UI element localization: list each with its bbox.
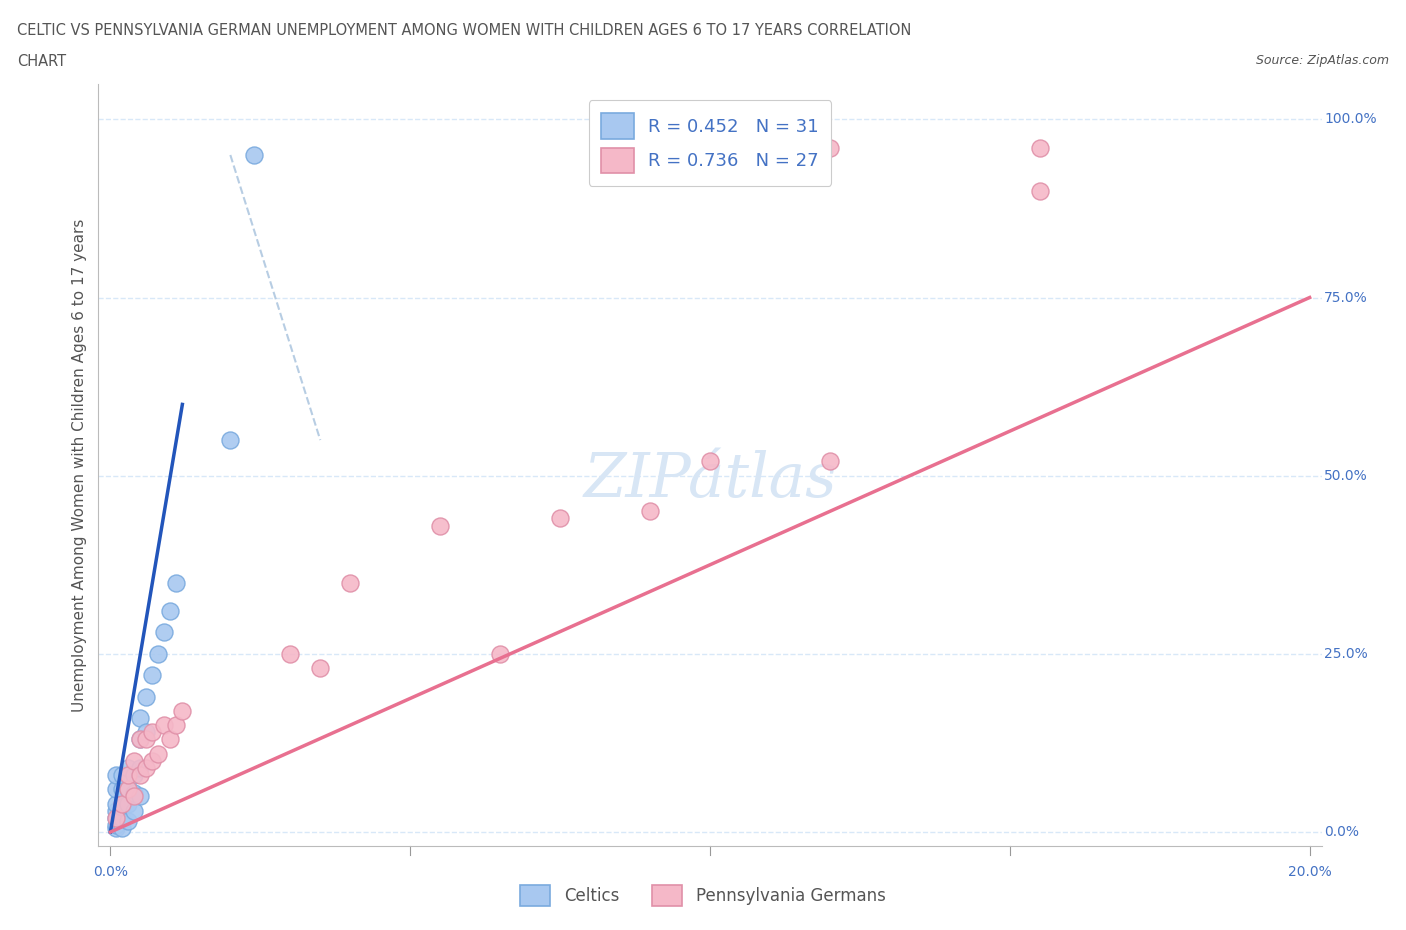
Text: 0.0%: 0.0%	[93, 865, 128, 880]
Point	[818, 454, 841, 469]
Point	[124, 789, 146, 804]
Point	[699, 454, 721, 469]
Point	[243, 148, 266, 163]
Point	[148, 746, 170, 761]
Point	[165, 718, 187, 733]
Text: 20.0%: 20.0%	[1288, 865, 1331, 880]
Text: 100.0%: 100.0%	[1324, 113, 1376, 126]
Point	[105, 782, 128, 797]
Point	[159, 732, 181, 747]
Point	[111, 796, 134, 811]
Point	[148, 646, 170, 661]
Point	[339, 575, 361, 590]
Point	[135, 689, 157, 704]
Point	[117, 796, 139, 811]
Point	[105, 810, 128, 825]
Point	[165, 575, 187, 590]
Point	[111, 810, 134, 825]
Point	[105, 817, 128, 832]
Point	[117, 814, 139, 829]
Point	[309, 660, 332, 675]
Point	[105, 796, 128, 811]
Point	[111, 800, 134, 815]
Point	[1029, 183, 1052, 198]
Point	[129, 761, 152, 776]
Point	[548, 511, 571, 525]
Text: CELTIC VS PENNSYLVANIA GERMAN UNEMPLOYMENT AMONG WOMEN WITH CHILDREN AGES 6 TO 1: CELTIC VS PENNSYLVANIA GERMAN UNEMPLOYME…	[17, 23, 911, 38]
Point	[141, 753, 163, 768]
Point	[105, 810, 128, 825]
Point	[135, 761, 157, 776]
Point	[124, 804, 146, 818]
Point	[111, 767, 134, 782]
Legend: R = 0.452   N = 31, R = 0.736   N = 27: R = 0.452 N = 31, R = 0.736 N = 27	[589, 100, 831, 186]
Point	[111, 821, 134, 836]
Point	[124, 786, 146, 801]
Y-axis label: Unemployment Among Women with Children Ages 6 to 17 years: Unemployment Among Women with Children A…	[72, 219, 87, 711]
Point	[105, 767, 128, 782]
Point	[105, 804, 128, 818]
Text: Source: ZipAtlas.com: Source: ZipAtlas.com	[1256, 54, 1389, 67]
Point	[135, 724, 157, 739]
Text: ZIPátlas: ZIPátlas	[583, 450, 837, 511]
Point	[638, 504, 661, 519]
Text: 25.0%: 25.0%	[1324, 647, 1368, 661]
Text: 75.0%: 75.0%	[1324, 290, 1368, 304]
Point	[117, 782, 139, 797]
Point	[135, 732, 157, 747]
Point	[117, 761, 139, 776]
Point	[129, 711, 152, 725]
Point	[129, 767, 152, 782]
Point	[489, 646, 512, 661]
Point	[105, 821, 128, 836]
Point	[129, 732, 152, 747]
Point	[818, 140, 841, 155]
Point	[124, 753, 146, 768]
Text: 0.0%: 0.0%	[1324, 825, 1360, 839]
Point	[1029, 140, 1052, 155]
Point	[129, 789, 152, 804]
Point	[111, 782, 134, 797]
Point	[117, 767, 139, 782]
Point	[141, 724, 163, 739]
Point	[278, 646, 301, 661]
Point	[129, 732, 152, 747]
Point	[219, 432, 242, 447]
Point	[172, 703, 194, 718]
Point	[153, 625, 176, 640]
Point	[159, 604, 181, 618]
Text: 50.0%: 50.0%	[1324, 469, 1368, 483]
Point	[153, 718, 176, 733]
Legend: Celtics, Pennsylvania Germans: Celtics, Pennsylvania Germans	[513, 879, 893, 912]
Point	[117, 782, 139, 797]
Point	[429, 518, 451, 533]
Point	[141, 668, 163, 683]
Text: CHART: CHART	[17, 54, 66, 69]
Point	[124, 767, 146, 782]
